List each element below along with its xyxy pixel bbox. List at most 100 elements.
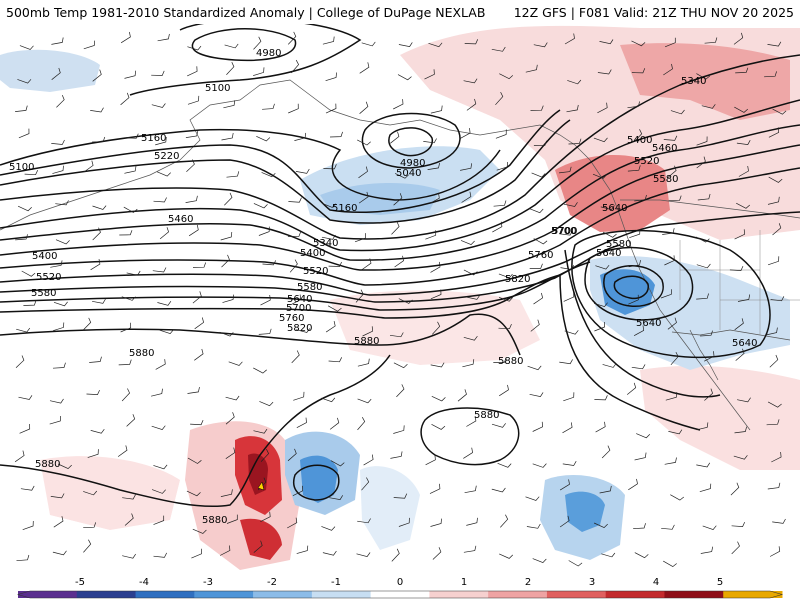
- wind-barb: [53, 516, 64, 528]
- wind-barb: [221, 132, 234, 141]
- legend-color-segment: [605, 591, 665, 598]
- wind-barb: [186, 490, 201, 497]
- wind-barb: [600, 205, 615, 210]
- wind-barb: [663, 560, 677, 568]
- wind-barb: [767, 401, 782, 408]
- wind-barb: [259, 401, 274, 407]
- wind-barb: [670, 494, 685, 501]
- wind-barb: [398, 42, 413, 47]
- wind-barb: [729, 265, 744, 271]
- wind-barb: [566, 104, 579, 113]
- contour-label: 5400: [32, 251, 57, 262]
- wind-barb: [187, 95, 200, 105]
- wind-barb: [731, 541, 740, 555]
- wind-barb: [126, 414, 136, 427]
- wind-barb: [124, 70, 137, 79]
- cold-anomaly-south: [360, 466, 420, 550]
- wind-barb: [533, 292, 543, 305]
- wind-barb: [495, 129, 507, 139]
- wind-barb: [153, 552, 168, 558]
- wind-barb: [564, 33, 575, 45]
- contour-label: 5880: [129, 348, 154, 359]
- wind-barb: [558, 166, 572, 174]
- contour-4980-low: [388, 127, 433, 157]
- wind-barb: [670, 109, 685, 115]
- wind-barb: [499, 73, 514, 80]
- contour-5880-cutoff: [293, 464, 340, 501]
- contour-5520-trough: [613, 275, 649, 300]
- wind-barb: [491, 46, 506, 52]
- wind-barb: [49, 398, 64, 404]
- wind-barb: [627, 165, 641, 172]
- wind-barb: [120, 92, 130, 106]
- wind-barb: [696, 263, 711, 269]
- wind-barb: [531, 172, 546, 178]
- wind-barb: [357, 358, 370, 367]
- contour-label: 5400: [627, 135, 652, 146]
- legend-tick-label: 4: [653, 577, 659, 588]
- wind-barb: [393, 425, 405, 434]
- wind-barb: [464, 39, 479, 45]
- contour-label: 5040: [396, 168, 421, 179]
- contour-5580: [0, 167, 800, 286]
- wind-barb: [55, 200, 69, 206]
- wind-barb: [185, 131, 199, 138]
- contour-5640: [0, 211, 800, 296]
- contour-label: 5880: [474, 410, 499, 421]
- wind-barb: [357, 518, 371, 524]
- wind-barb: [597, 69, 612, 75]
- wind-barb: [390, 451, 403, 459]
- wind-barb: [668, 195, 682, 202]
- wind-barb: [293, 391, 305, 401]
- wind-barb: [393, 362, 408, 369]
- wind-barb: [119, 230, 133, 236]
- contour-label: 5100: [9, 162, 34, 173]
- wind-barb: [90, 259, 101, 271]
- legend-tick-label: -3: [203, 577, 213, 588]
- wind-barb: [90, 107, 104, 113]
- wind-barb: [398, 517, 410, 527]
- wind-barb: [525, 496, 540, 501]
- color-legend: -5 -4 -3 -2 -1 0 1 2 3 4 5: [16, 577, 784, 599]
- wind-barb: [496, 161, 508, 171]
- wind-barb: [15, 234, 28, 241]
- wind-barb: [18, 128, 30, 139]
- wind-barb: [55, 239, 70, 245]
- contour-5220: [0, 119, 571, 224]
- wind-barb: [430, 261, 441, 273]
- wind-barb: [700, 546, 714, 554]
- wind-barb: [735, 67, 749, 74]
- legend-color-bar: [16, 590, 784, 599]
- wind-barb: [56, 94, 65, 108]
- wind-barb: [151, 388, 163, 397]
- wind-barb: [562, 422, 573, 434]
- legend-tick-label: -4: [139, 577, 149, 588]
- wind-barb: [289, 259, 298, 273]
- wind-barb: [769, 546, 781, 557]
- contour-5400: [0, 99, 800, 252]
- wind-barb: [153, 515, 165, 525]
- wind-barb: [51, 37, 64, 45]
- wind-barb: [151, 103, 166, 108]
- wind-barb: [288, 197, 302, 203]
- wind-barb: [325, 321, 336, 333]
- wind-barb: [664, 255, 675, 266]
- wind-barb: [391, 548, 400, 562]
- wind-barb: [253, 428, 268, 434]
- wind-barb: [463, 447, 473, 459]
- wind-barb: [327, 305, 342, 312]
- wind-barb: [328, 357, 343, 363]
- wind-barb: [223, 100, 236, 109]
- wind-barb: [120, 322, 132, 333]
- wind-barb: [222, 294, 234, 303]
- warm-anomaly-southwest: [40, 456, 180, 530]
- wind-barb: [219, 545, 231, 556]
- wind-barb: [457, 389, 467, 402]
- wind-barb: [329, 495, 343, 500]
- wind-barb: [398, 298, 413, 304]
- storm-marker: [257, 481, 265, 491]
- wind-barb: [226, 514, 238, 524]
- wind-barb: [228, 361, 243, 366]
- wind-barb: [89, 356, 102, 363]
- wind-barb: [633, 325, 645, 337]
